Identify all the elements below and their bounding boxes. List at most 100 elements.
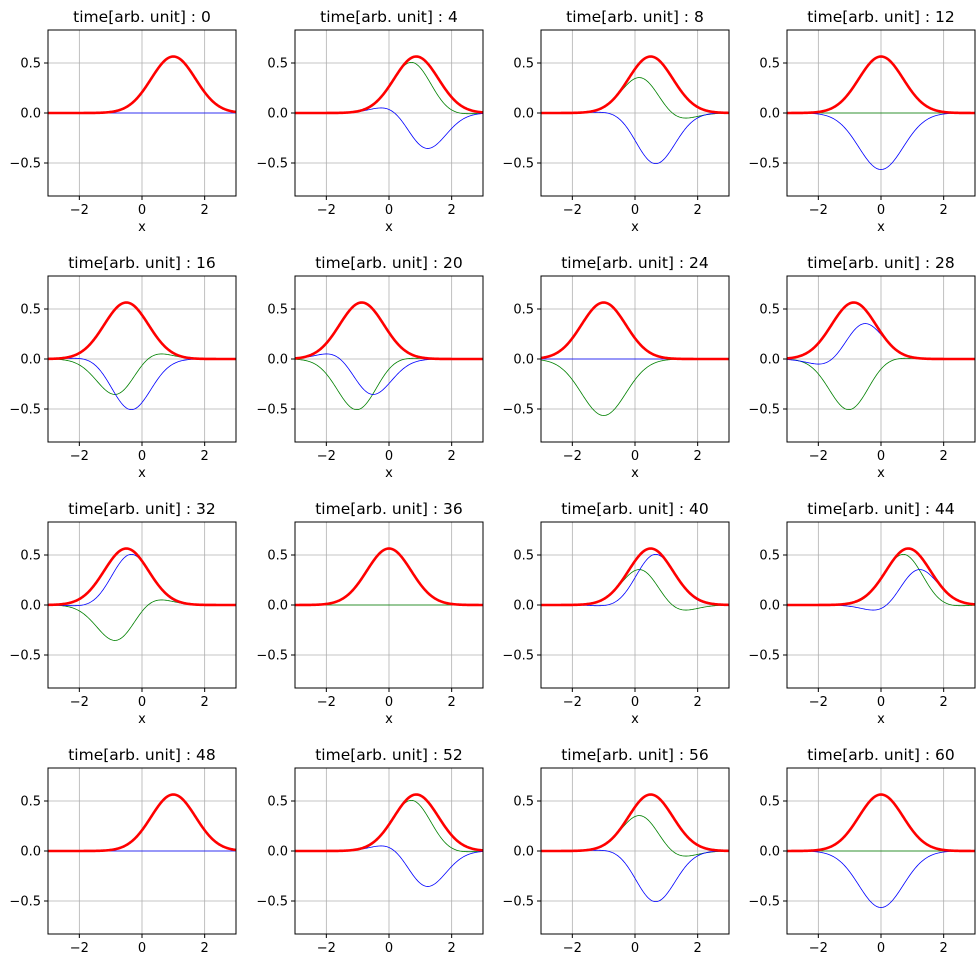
x-tick-label: 2 [694, 941, 702, 956]
subplot-4: time[arb. unit] : 16 −2 0 2 0.5 0.0 −0.5 x [9, 254, 237, 481]
x-tick-label: 0 [877, 449, 885, 464]
y-tick-label: 0.5 [20, 795, 41, 810]
subplot-title: time[arb. unit] : 12 [807, 8, 955, 26]
x-tick-label: 2 [694, 449, 702, 464]
subplot-15: time[arb. unit] : 60 −2 0 2 0.5 0.0 −0.5 [748, 746, 976, 956]
y-tick-label: −0.5 [9, 649, 41, 664]
x-tick-label: 0 [631, 941, 639, 956]
x-tick-label: −2 [563, 695, 582, 710]
subplot-title: time[arb. unit] : 60 [807, 746, 955, 764]
y-tick-label: 0.5 [267, 57, 288, 72]
x-tick-label: 2 [201, 449, 209, 464]
y-tick-label: 0.5 [513, 303, 534, 318]
line-imag [787, 850, 975, 908]
line-abs [787, 301, 975, 361]
y-tick-label: 0.5 [513, 549, 534, 564]
x-tick-label: −2 [70, 695, 89, 710]
line-abs [541, 793, 729, 853]
line-abs [295, 793, 483, 853]
x-tick-label: 2 [940, 449, 948, 464]
x-tick-label: 0 [385, 941, 393, 956]
subplot-title: time[arb. unit] : 4 [320, 8, 458, 26]
line-abs [48, 301, 236, 361]
subplot-12: time[arb. unit] : 48 −2 0 2 0.5 0.0 −0.5 [9, 746, 237, 956]
x-tick-label: 2 [201, 941, 209, 956]
subplot-3: time[arb. unit] : 12 −2 0 2 0.5 0.0 −0.5 x [748, 8, 976, 235]
x-tick-label: −2 [70, 941, 89, 956]
x-tick-label: 0 [138, 203, 146, 218]
x-axis-label: x [877, 712, 885, 727]
subplot-11: time[arb. unit] : 44 −2 0 2 0.5 0.0 −0.5 x [748, 500, 976, 727]
subplot-title: time[arb. unit] : 8 [566, 8, 704, 26]
subplot-title: time[arb. unit] : 20 [315, 254, 463, 272]
line-abs [787, 793, 975, 853]
x-tick-label: −2 [563, 941, 582, 956]
y-tick-label: 0.5 [267, 303, 288, 318]
subplot-title: time[arb. unit] : 44 [807, 500, 955, 518]
y-tick-label: −0.5 [502, 895, 534, 910]
x-axis-label: x [385, 220, 393, 235]
y-tick-label: 0.5 [513, 57, 534, 72]
y-tick-label: 0.0 [267, 599, 288, 614]
y-tick-label: 0.0 [513, 353, 534, 368]
subplot-13: time[arb. unit] : 52 −2 0 2 0.5 0.0 −0.5 [256, 746, 484, 956]
x-tick-label: 2 [940, 203, 948, 218]
x-axis-label: x [138, 712, 146, 727]
y-tick-label: −0.5 [748, 403, 780, 418]
x-tick-label: 0 [138, 941, 146, 956]
y-tick-label: 0.0 [513, 599, 534, 614]
x-tick-label: 0 [877, 203, 885, 218]
line-abs [787, 55, 975, 115]
y-tick-label: 0.5 [759, 795, 780, 810]
x-tick-label: −2 [809, 941, 828, 956]
x-tick-label: 2 [694, 695, 702, 710]
x-tick-label: −2 [317, 449, 336, 464]
x-tick-label: 0 [385, 449, 393, 464]
subplot-2: time[arb. unit] : 8 −2 0 2 0.5 0.0 −0.5 x [502, 8, 730, 235]
x-tick-label: 2 [940, 695, 948, 710]
subplot-title: time[arb. unit] : 0 [73, 8, 211, 26]
line-abs [541, 301, 729, 361]
subplot-title: time[arb. unit] : 24 [561, 254, 709, 272]
y-tick-label: −0.5 [502, 649, 534, 664]
y-tick-label: 0.0 [267, 845, 288, 860]
subplot-title: time[arb. unit] : 40 [561, 500, 709, 518]
x-tick-label: 2 [448, 941, 456, 956]
y-tick-label: 0.0 [513, 845, 534, 860]
subplot-6: time[arb. unit] : 24 −2 0 2 0.5 0.0 −0.5 x [502, 254, 730, 481]
subplot-title: time[arb. unit] : 16 [68, 254, 216, 272]
x-tick-label: 0 [631, 203, 639, 218]
x-tick-label: 0 [631, 695, 639, 710]
line-abs [295, 55, 483, 115]
x-tick-label: 2 [201, 203, 209, 218]
subplot-8: time[arb. unit] : 32 −2 0 2 0.5 0.0 −0.5 x [9, 500, 237, 727]
x-tick-label: 2 [448, 695, 456, 710]
y-tick-label: 0.0 [759, 107, 780, 122]
x-tick-label: 0 [877, 941, 885, 956]
subplot-7: time[arb. unit] : 28 −2 0 2 0.5 0.0 −0.5 x [748, 254, 976, 481]
subplot-1: time[arb. unit] : 4 −2 0 2 0.5 0.0 −0.5 x [256, 8, 484, 235]
line-abs [48, 793, 236, 853]
subplot-0: time[arb. unit] : 0 −2 0 2 0.5 0.0 −0.5 x [9, 8, 237, 235]
y-tick-label: 0.0 [20, 353, 41, 368]
subplot-10: time[arb. unit] : 40 −2 0 2 0.5 0.0 −0.5 x [502, 500, 730, 727]
x-tick-label: −2 [809, 203, 828, 218]
line-imag [787, 112, 975, 170]
line-abs [787, 547, 975, 607]
y-tick-label: −0.5 [256, 157, 288, 172]
x-tick-label: 0 [138, 449, 146, 464]
y-tick-label: −0.5 [748, 157, 780, 172]
y-tick-label: 0.5 [20, 57, 41, 72]
x-tick-label: 2 [448, 203, 456, 218]
x-axis-label: x [138, 220, 146, 235]
y-tick-label: 0.0 [20, 599, 41, 614]
x-axis-label: x [877, 466, 885, 481]
x-tick-label: 0 [385, 695, 393, 710]
x-tick-label: −2 [317, 695, 336, 710]
subplot-title: time[arb. unit] : 48 [68, 746, 216, 764]
subplot-9: time[arb. unit] : 36 −2 0 2 0.5 0.0 −0.5 x [256, 500, 484, 727]
y-tick-label: 0.0 [759, 845, 780, 860]
x-tick-label: −2 [809, 449, 828, 464]
y-tick-label: 0.5 [759, 549, 780, 564]
